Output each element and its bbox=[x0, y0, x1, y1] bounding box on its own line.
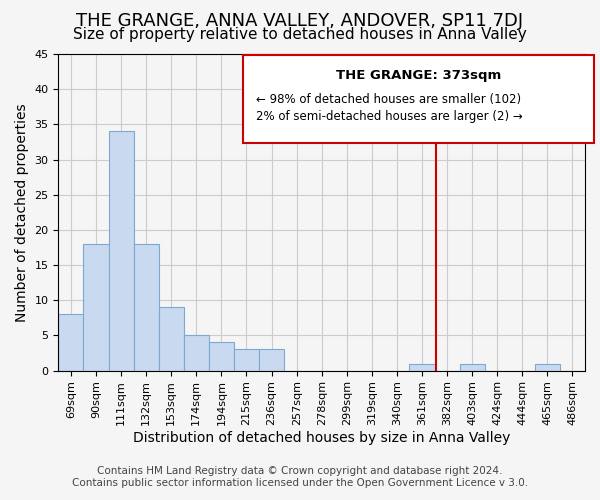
Text: Contains HM Land Registry data © Crown copyright and database right 2024.
Contai: Contains HM Land Registry data © Crown c… bbox=[72, 466, 528, 487]
Bar bbox=[159, 308, 184, 370]
Text: THE GRANGE: 373sqm: THE GRANGE: 373sqm bbox=[336, 69, 501, 82]
FancyBboxPatch shape bbox=[243, 55, 594, 142]
Bar bbox=[109, 132, 134, 370]
Bar bbox=[83, 244, 109, 370]
X-axis label: Distribution of detached houses by size in Anna Valley: Distribution of detached houses by size … bbox=[133, 431, 511, 445]
Bar bbox=[460, 364, 485, 370]
Y-axis label: Number of detached properties: Number of detached properties bbox=[15, 103, 29, 322]
Bar bbox=[535, 364, 560, 370]
Bar bbox=[58, 314, 83, 370]
Bar bbox=[134, 244, 159, 370]
Text: Size of property relative to detached houses in Anna Valley: Size of property relative to detached ho… bbox=[73, 28, 527, 42]
Text: ← 98% of detached houses are smaller (102): ← 98% of detached houses are smaller (10… bbox=[256, 92, 521, 106]
Bar bbox=[259, 350, 284, 370]
Bar bbox=[409, 364, 434, 370]
Bar bbox=[234, 350, 259, 370]
Bar bbox=[184, 336, 209, 370]
Text: 2% of semi-detached houses are larger (2) →: 2% of semi-detached houses are larger (2… bbox=[256, 110, 523, 123]
Bar bbox=[209, 342, 234, 370]
Text: THE GRANGE, ANNA VALLEY, ANDOVER, SP11 7DJ: THE GRANGE, ANNA VALLEY, ANDOVER, SP11 7… bbox=[76, 12, 524, 30]
